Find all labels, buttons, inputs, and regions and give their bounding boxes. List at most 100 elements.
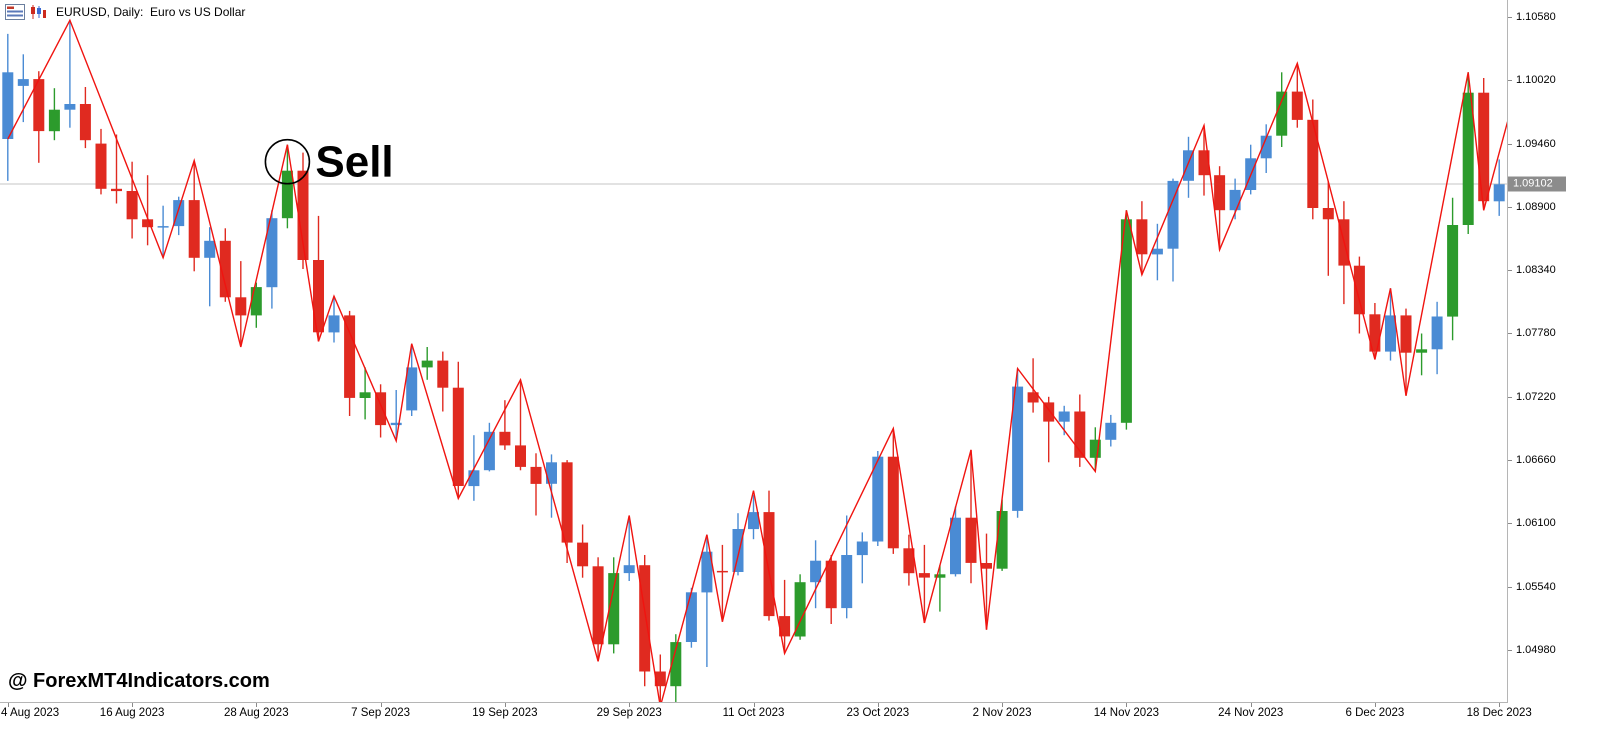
candle bbox=[1245, 144, 1257, 195]
candle bbox=[79, 87, 91, 149]
sell-circle-icon[interactable] bbox=[264, 138, 311, 185]
candle bbox=[499, 400, 511, 450]
price-tick-mark bbox=[1508, 650, 1512, 651]
candle bbox=[623, 515, 635, 581]
price-tick-label: 1.05540 bbox=[1516, 580, 1556, 593]
candle bbox=[608, 557, 620, 654]
candle bbox=[1043, 396, 1055, 463]
price-tick-mark bbox=[1508, 16, 1512, 18]
candle bbox=[375, 384, 387, 438]
candle bbox=[841, 515, 853, 619]
price-chart[interactable]: Sell bbox=[0, 0, 1507, 702]
candle bbox=[810, 540, 822, 609]
candle bbox=[934, 565, 946, 612]
candle bbox=[1307, 99, 1319, 220]
candle bbox=[981, 533, 992, 630]
candle bbox=[48, 88, 60, 141]
time-tick-label: 11 Oct 2023 bbox=[722, 707, 785, 719]
chart-list-icon bbox=[5, 4, 25, 20]
candle bbox=[33, 71, 45, 163]
candle bbox=[1105, 414, 1117, 447]
sell-label: Sell bbox=[315, 138, 393, 187]
candle bbox=[1322, 180, 1334, 276]
candle bbox=[64, 20, 76, 128]
candle bbox=[1214, 166, 1226, 250]
price-tick-mark bbox=[1508, 143, 1512, 145]
candle bbox=[903, 534, 915, 586]
candle bbox=[1385, 288, 1396, 361]
candle bbox=[437, 351, 449, 412]
sell-annotation[interactable]: Sell bbox=[264, 138, 394, 187]
chart-area[interactable]: Sell EURUSD, Daily: Euro bbox=[0, 0, 1508, 703]
time-tick-label: 2 Nov 2023 bbox=[972, 707, 1032, 719]
price-tick-label: 1.10580 bbox=[1516, 10, 1556, 23]
time-tick-label: 16 Aug 2023 bbox=[99, 707, 165, 719]
time-tick-mark bbox=[7, 703, 9, 707]
current-price-badge: 1.09102 bbox=[1508, 176, 1566, 192]
candle bbox=[483, 422, 495, 472]
time-tick-mark bbox=[504, 703, 506, 707]
time-axis[interactable]: 4 Aug 2023 16 Aug 2023 28 Aug 2023 7 Sep 20… bbox=[0, 703, 1600, 741]
candle bbox=[142, 175, 154, 246]
candle bbox=[111, 134, 122, 204]
candle bbox=[1400, 308, 1412, 396]
time-tick-label: 23 Oct 2023 bbox=[846, 707, 910, 719]
time-tick-mark bbox=[380, 703, 382, 707]
time-tick-mark bbox=[256, 703, 258, 707]
candle bbox=[856, 532, 868, 584]
candle bbox=[716, 544, 728, 622]
time-tick-label: 7 Sep 2023 bbox=[351, 707, 411, 719]
candle bbox=[1260, 124, 1272, 173]
candle bbox=[1198, 125, 1210, 196]
candle bbox=[732, 513, 744, 576]
chart-title: EURUSD, Daily: Euro vs US Dollar bbox=[56, 5, 246, 19]
candle bbox=[1167, 178, 1179, 282]
candle bbox=[126, 161, 138, 239]
candle bbox=[1478, 78, 1490, 211]
candle bbox=[654, 654, 666, 702]
candle bbox=[639, 555, 651, 687]
candle bbox=[1447, 197, 1459, 341]
price-tick-mark bbox=[1508, 396, 1512, 398]
candle bbox=[297, 152, 309, 269]
time-tick-mark bbox=[877, 703, 879, 707]
time-tick-label: 28 Aug 2023 bbox=[224, 707, 289, 719]
candle bbox=[188, 160, 200, 272]
price-tick-label: 1.08900 bbox=[1516, 200, 1556, 213]
candle bbox=[996, 499, 1008, 571]
price-tick-mark bbox=[1508, 333, 1512, 335]
candle bbox=[313, 215, 324, 342]
candle bbox=[1151, 223, 1163, 281]
candle bbox=[546, 454, 557, 518]
candles-layer bbox=[2, 20, 1505, 702]
price-tick-label: 1.06100 bbox=[1516, 517, 1556, 530]
candle bbox=[825, 555, 837, 624]
candle bbox=[887, 428, 899, 554]
time-tick-mark bbox=[629, 703, 631, 707]
price-tick-mark bbox=[1508, 206, 1512, 208]
candle bbox=[592, 557, 604, 662]
candle bbox=[204, 227, 216, 307]
candle bbox=[1136, 201, 1148, 275]
candle bbox=[872, 451, 884, 546]
price-axis[interactable]: 1.10580 1.10020 1.09460 1.08900 1.08340 1.077… bbox=[1508, 0, 1600, 702]
candle bbox=[328, 296, 340, 343]
candlestick-bars-icon bbox=[30, 4, 47, 20]
candle bbox=[281, 144, 293, 229]
time-tick-mark bbox=[1499, 703, 1501, 707]
time-tick-mark bbox=[1250, 703, 1252, 707]
price-tick-label: 1.07780 bbox=[1516, 327, 1556, 340]
candle bbox=[157, 205, 169, 258]
price-tick-label: 1.04980 bbox=[1516, 644, 1556, 656]
candle bbox=[17, 54, 29, 123]
time-tick-label: 24 Nov 2023 bbox=[1218, 707, 1284, 719]
time-tick-mark bbox=[753, 703, 755, 707]
candle bbox=[2, 33, 14, 181]
candle bbox=[390, 390, 402, 441]
price-tick-label: 1.06660 bbox=[1516, 454, 1556, 467]
candle bbox=[1276, 72, 1288, 147]
price-tick-mark bbox=[1508, 460, 1512, 462]
candle bbox=[1462, 72, 1474, 234]
candle bbox=[1012, 368, 1024, 518]
